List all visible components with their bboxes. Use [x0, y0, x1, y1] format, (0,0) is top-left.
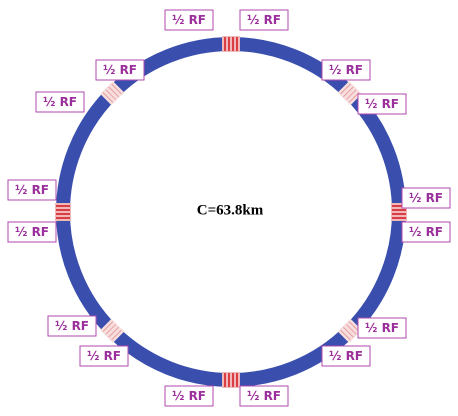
rf-label-box	[357, 93, 407, 115]
rf-gap	[222, 36, 240, 52]
gap-stripe	[340, 83, 351, 95]
rf-label-box	[401, 187, 451, 209]
rf-label-box	[239, 385, 289, 407]
rf-label: ½ RF	[247, 13, 281, 27]
rf-gap	[337, 318, 362, 343]
gap-stripe	[348, 92, 360, 103]
rf-label-box	[164, 385, 214, 407]
rf-label-box	[35, 91, 85, 113]
rf-label: ½ RF	[247, 389, 281, 403]
rf-label: ½ RF	[43, 95, 77, 109]
rf-label: ½ RF	[172, 389, 206, 403]
rf-label-box	[95, 59, 145, 81]
gap-stripe	[102, 321, 114, 332]
gap-fill	[222, 372, 240, 388]
rf-label: ½ RF	[15, 225, 49, 239]
rf-label: ½ RF	[329, 63, 363, 77]
rf-label-box	[47, 315, 97, 337]
rf-gap	[100, 318, 125, 343]
rf-label-box	[164, 9, 214, 31]
gap-stripe	[343, 86, 354, 98]
rf-label-box	[7, 221, 57, 243]
gap-fill	[222, 36, 240, 52]
gap-fill	[100, 81, 125, 106]
rf-labels: ½ RF ½ RF½ RF½ RF½ RF½ RF½ RF½ RF½ RF½ RF…	[7, 9, 451, 407]
rf-gap	[55, 203, 71, 221]
gap-stripe	[105, 89, 117, 100]
rf-label: ½ RF	[15, 183, 49, 197]
rf-label-box	[401, 221, 451, 243]
rf-label: ½ RF	[329, 349, 363, 363]
gap-stripe	[102, 92, 114, 103]
rf-label-box	[321, 59, 371, 81]
rf-gap	[337, 81, 362, 106]
gap-fill	[337, 81, 362, 106]
rf-label-box	[357, 317, 407, 339]
gap-stripe	[108, 86, 119, 98]
gap-stripe	[111, 329, 122, 341]
circumference-label: C=63.8km	[197, 202, 264, 218]
rf-label-box	[79, 345, 129, 367]
gap-stripe	[348, 321, 360, 332]
gap-stripe	[108, 326, 119, 338]
rf-label: ½ RF	[87, 349, 121, 363]
rf-label-box	[321, 345, 371, 367]
rf-label-box	[239, 9, 289, 31]
gap-stripe	[111, 83, 122, 95]
rf-label: ½ RF	[55, 319, 89, 333]
gap-fill	[100, 318, 125, 343]
gap-stripe	[340, 329, 351, 341]
gap-stripe	[345, 89, 357, 100]
rf-label: ½ RF	[409, 191, 443, 205]
rf-label: ½ RF	[409, 225, 443, 239]
gap-stripe	[105, 324, 117, 335]
gap-fill	[55, 203, 71, 221]
rf-label: ½ RF	[172, 13, 206, 27]
rf-gap	[100, 81, 125, 106]
gap-stripe	[343, 326, 354, 338]
gap-stripe	[345, 324, 357, 335]
gap-fill	[337, 318, 362, 343]
rf-label: ½ RF	[103, 63, 137, 77]
rf-label-box	[7, 179, 57, 201]
rf-gap	[222, 372, 240, 388]
rf-label: ½ RF	[365, 321, 399, 335]
rf-label: ½ RF	[365, 97, 399, 111]
